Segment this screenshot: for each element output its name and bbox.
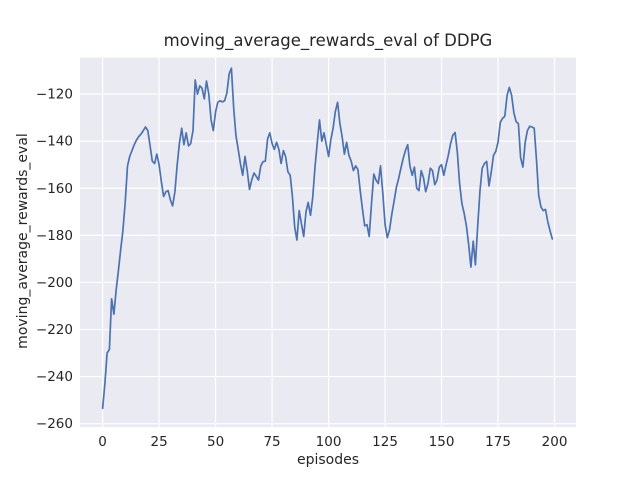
y-tick-label: −260 [36,416,73,432]
y-tick-label: −200 [36,275,73,291]
x-tick-label: 75 [263,434,280,450]
y-tick-label: −220 [36,322,73,338]
y-axis-label: moving_average_rewards_eval [15,133,31,349]
chart-title: moving_average_rewards_eval of DDPG [163,31,493,50]
reward-line [101,67,554,410]
x-tick-label: 25 [150,434,167,450]
x-tick-label: 200 [542,434,568,450]
x-tick-label: 125 [372,434,398,450]
x-tick-label: 150 [429,434,455,450]
y-tick-label: −240 [36,369,73,385]
x-axis-label: episodes [296,452,360,468]
x-tick-label: 50 [207,434,224,450]
x-tick-label: 100 [316,434,342,450]
y-tick-label: −120 [36,87,73,103]
y-tick-label: −140 [36,134,73,150]
x-tick-label: 0 [98,434,107,450]
x-tick-label: 175 [485,434,511,450]
y-tick-label: −180 [36,228,73,244]
y-tick-label: −160 [36,181,73,197]
